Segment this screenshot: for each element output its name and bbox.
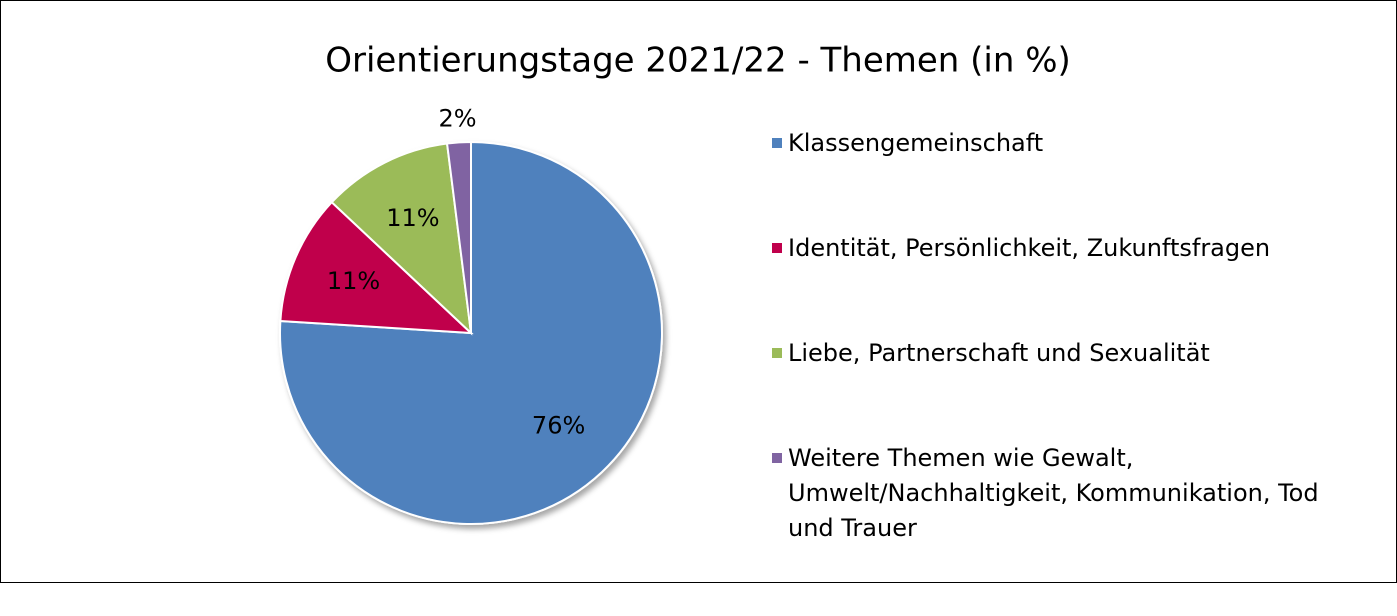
legend-item: Klassengemeinschaft [772, 126, 1347, 161]
pie-slice [279, 140, 663, 525]
legend-item: Identität, Persönlichkeit, Zukunftsfrage… [772, 231, 1347, 266]
data-label: 2% [439, 105, 477, 133]
pie [279, 140, 663, 525]
legend-label: Liebe, Partnerschaft und Sexualität [788, 339, 1210, 367]
legend-item: Weitere Themen wie Gewalt, Umwelt/Nachha… [772, 441, 1347, 546]
legend-label: Identität, Persönlichkeit, Zukunftsfrage… [788, 234, 1271, 262]
data-label: 11% [386, 204, 439, 232]
pie-slice [330, 142, 473, 336]
legend: Klassengemeinschaft Identität, Persönlich… [772, 126, 1347, 616]
legend-item: Liebe, Partnerschaft und Sexualität [772, 336, 1347, 371]
pie-slice [445, 140, 472, 334]
data-label: 76% [532, 411, 585, 439]
legend-swatch [772, 348, 782, 358]
legend-swatch [772, 453, 782, 463]
chart: Orientierungstage 2021/22 - Themen (in %… [279, 41, 1071, 525]
pie-slice [279, 200, 474, 335]
legend-swatch [772, 243, 782, 253]
data-label: 11% [327, 267, 380, 295]
legend-label: Weitere Themen wie Gewalt, Umwelt/Nachha… [788, 444, 1319, 542]
chart-title: Orientierungstage 2021/22 - Themen (in %… [325, 41, 1071, 81]
legend-label: Klassengemeinschaft [788, 129, 1044, 157]
legend-swatch [772, 138, 782, 148]
